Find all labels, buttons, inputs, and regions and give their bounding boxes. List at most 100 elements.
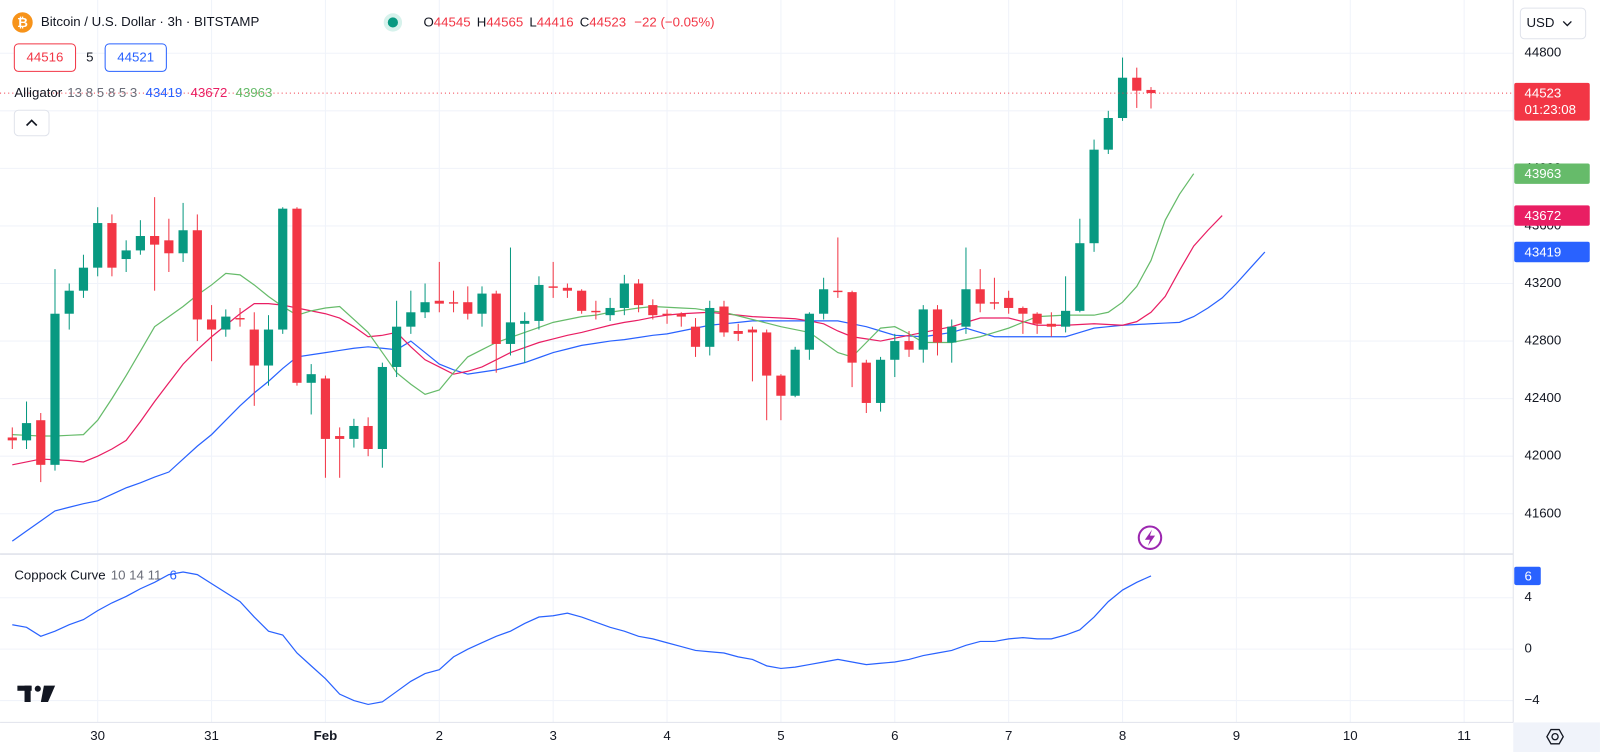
candle-body	[733, 330, 743, 334]
coppock-legend: Coppock Curve 10 14 11 6	[14, 567, 177, 582]
x-tick-label: 6	[891, 728, 898, 743]
candle-body	[534, 284, 544, 321]
candle-body	[249, 329, 259, 366]
x-tick-label: 10	[1343, 728, 1358, 743]
x-tick-label: 5	[777, 728, 784, 743]
x-tick-label: 8	[1119, 728, 1126, 743]
symbol-icon-glyph: ₿	[17, 15, 28, 30]
indicator-params: 13 8 5 8 5 3	[67, 84, 137, 99]
candle-body	[150, 236, 160, 245]
candle-body	[420, 302, 430, 313]
collapse-chevron	[25, 119, 38, 127]
candle-body	[1075, 243, 1085, 311]
candle-body	[904, 341, 914, 350]
y-tick-label: 0	[1524, 641, 1531, 656]
symbol-title: Bitcoin / U.S. Dollar · 3h · BITSTAMP	[41, 14, 260, 29]
x-tick-label: 11	[1457, 728, 1471, 743]
candle-body	[548, 286, 558, 288]
x-tick-label: 3	[549, 728, 556, 743]
spread: 5	[86, 50, 93, 65]
price-tag-label: 44523	[1524, 86, 1561, 101]
candle-body	[790, 349, 800, 396]
candle-body	[819, 289, 829, 314]
candle-body	[562, 287, 573, 291]
bid-price: 44516	[27, 50, 64, 65]
candle-body	[875, 359, 886, 403]
series-tag	[1514, 205, 1590, 226]
candle-body	[7, 437, 17, 441]
candle-body	[591, 310, 601, 313]
candle-body	[847, 292, 857, 363]
series-tag	[1514, 566, 1541, 586]
candle-body	[349, 425, 359, 439]
market-status-dot	[387, 17, 398, 28]
candle-body	[932, 309, 943, 343]
countdown: 01:23:08	[1524, 102, 1576, 117]
candle-body	[577, 290, 587, 311]
candle-body	[36, 420, 46, 465]
ohlc-label: H	[477, 14, 487, 29]
ask-price: 44521	[117, 50, 154, 65]
candle-body	[206, 319, 217, 330]
price-change: −22 (−0.05%)	[634, 14, 714, 29]
settings-icon[interactable]	[1546, 728, 1564, 745]
candle-body	[619, 283, 629, 308]
candle-body	[64, 290, 74, 314]
candle-body	[1061, 310, 1071, 327]
alert-icon[interactable]	[1137, 525, 1163, 550]
alligator-line	[12, 173, 1195, 437]
coppock-value: 6	[170, 567, 177, 582]
candle-body	[335, 436, 345, 439]
indicator-name: Coppock Curve	[14, 567, 105, 582]
candle-body	[890, 341, 900, 360]
candle-body	[21, 423, 32, 441]
candle-body	[833, 290, 843, 293]
buy-button[interactable]	[104, 43, 167, 72]
x-tick-label: 4	[663, 728, 670, 743]
candle-body	[320, 378, 331, 439]
candle-body	[406, 312, 416, 327]
lips-value: 43963	[236, 84, 273, 99]
sell-button[interactable]	[13, 43, 77, 72]
coppock-line	[12, 571, 1152, 706]
candle-body	[747, 329, 758, 333]
ohlc-label: L	[529, 14, 536, 29]
currency-button[interactable]	[1519, 7, 1587, 40]
settings-corner	[1513, 722, 1600, 752]
currency-chevron	[1562, 20, 1572, 27]
alligator-legend: Alligator 13 8 5 8 5 3 43419 43672 43963	[14, 84, 272, 99]
x-tick-label: Feb	[314, 728, 338, 743]
plot-area: 30 31 Feb 2 3 4 5 6 7 8 9 10 11 41600 42000 42400 42800 4…	[0, 0, 1561, 743]
candle-body	[690, 326, 701, 347]
x-tick-label: 9	[1233, 728, 1240, 743]
series-tag-label: 43672	[1524, 208, 1561, 223]
ohlc-label: O	[423, 14, 433, 29]
gear-hub	[1551, 732, 1559, 741]
currency-label: USD	[1526, 15, 1554, 30]
candle-body	[762, 332, 772, 376]
candle-body	[961, 289, 971, 327]
collapse-button[interactable]	[13, 109, 50, 137]
candle-body	[121, 250, 131, 260]
candle-body	[306, 374, 316, 383]
candle-body	[178, 230, 188, 254]
candle-body	[221, 316, 231, 330]
brand-logo	[17, 685, 56, 703]
candle-body	[648, 305, 658, 316]
candle-body	[705, 307, 715, 347]
candle-body	[50, 313, 60, 465]
candle-body	[947, 326, 957, 343]
candle-body	[1046, 323, 1056, 327]
candle-body	[975, 289, 985, 304]
ohlc-value: 44545	[434, 14, 471, 29]
candle-body	[662, 313, 672, 316]
series-tag	[1514, 163, 1590, 184]
logo-part	[24, 685, 31, 703]
candle-body	[448, 302, 459, 304]
series-tag-label: 6	[1524, 568, 1531, 583]
indicator-name: Alligator	[14, 84, 62, 99]
candle-body	[135, 236, 145, 251]
candle-body	[605, 307, 615, 316]
series-tag-label: 43963	[1524, 166, 1561, 181]
